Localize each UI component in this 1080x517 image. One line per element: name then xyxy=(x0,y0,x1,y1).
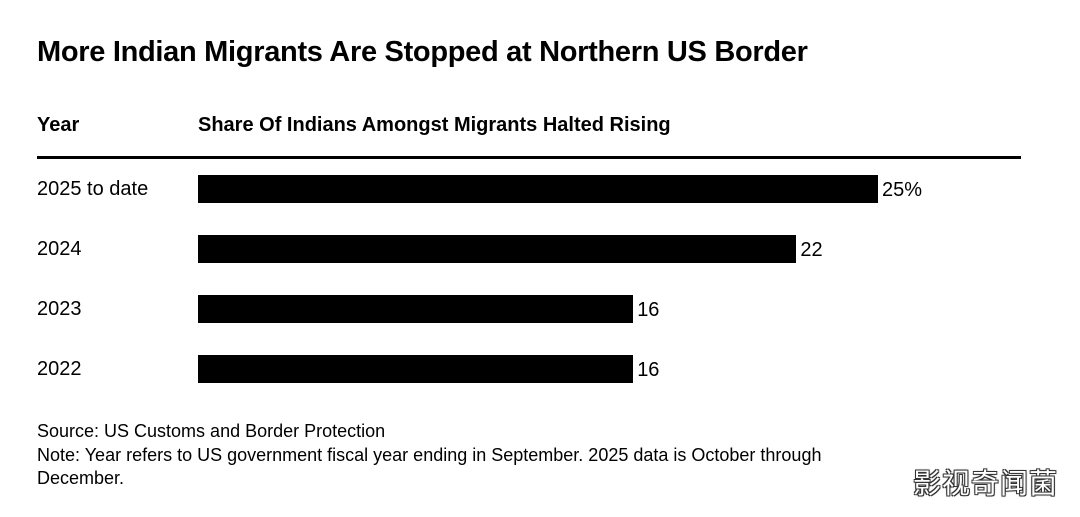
category-label: 2024 xyxy=(37,238,82,260)
bar xyxy=(198,355,634,383)
header-divider xyxy=(37,156,1021,159)
category-label: 2022 xyxy=(37,358,82,380)
column-header-share: Share Of Indians Amongst Migrants Halted… xyxy=(198,114,671,136)
bar-chart: 2025 to date 25% 2024 22 2023 16 2022 16 xyxy=(0,160,1080,400)
category-label: 2023 xyxy=(37,298,82,320)
category-label: 2025 to date xyxy=(37,178,149,200)
data-label: 16 xyxy=(637,359,660,381)
data-label: 22 xyxy=(800,239,823,261)
bar xyxy=(198,295,634,323)
watermark: 影视奇闻菌 xyxy=(912,467,1058,500)
data-label: 25% xyxy=(882,179,923,201)
source-note: Source: US Customs and Border Protection xyxy=(37,421,386,441)
footnote-line-2: December. xyxy=(37,468,125,488)
bar xyxy=(198,235,797,263)
footnote-line-1: Note: Year refers to US government fisca… xyxy=(37,445,822,465)
data-label: 16 xyxy=(637,299,660,321)
bar xyxy=(198,175,878,203)
column-header-year: Year xyxy=(37,114,80,136)
chart-title: More Indian Migrants Are Stopped at Nort… xyxy=(37,36,808,68)
